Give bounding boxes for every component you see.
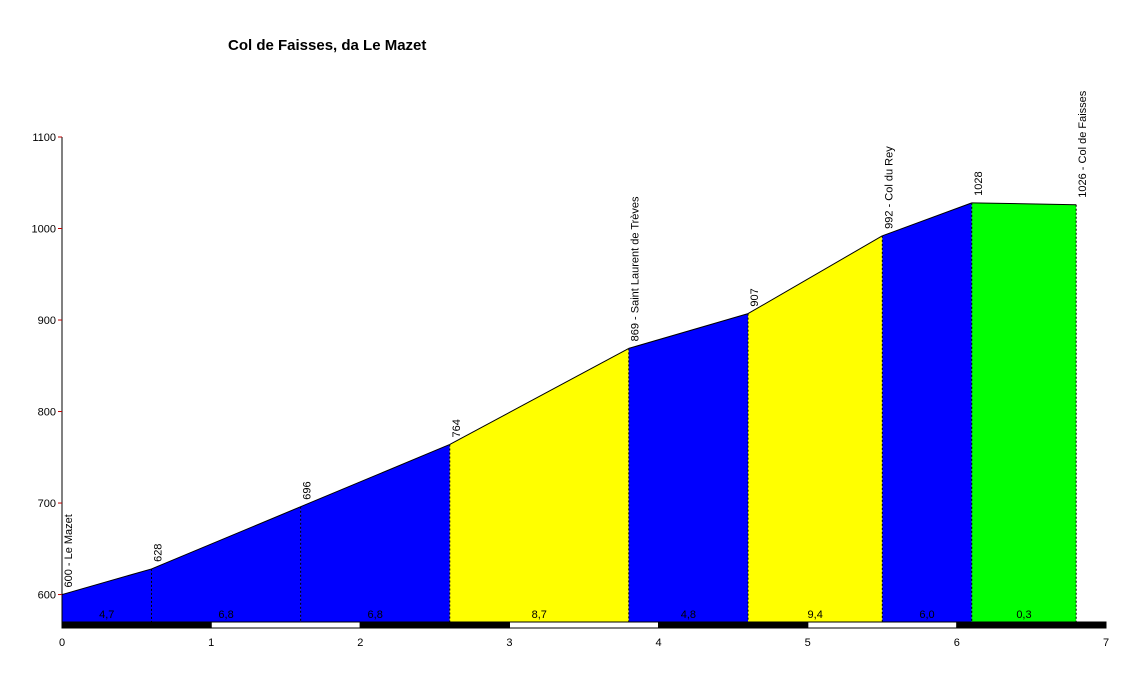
y-tick-label: 800: [38, 407, 56, 419]
gradient-label: 6,8: [218, 609, 233, 621]
km-bar: [61, 621, 212, 629]
km-bar: [658, 621, 809, 629]
y-tick-label: 600: [38, 590, 56, 602]
km-bar: [956, 621, 1107, 629]
point-label: 764: [451, 419, 463, 437]
x-tick-label: 2: [357, 637, 363, 649]
chart-title: Col de Faisses, da Le Mazet: [228, 37, 426, 54]
profile-edge: [971, 202, 1077, 206]
profile-segment: [62, 568, 152, 622]
point-label: 696: [302, 481, 314, 499]
point-label: 1028: [973, 171, 985, 195]
gradient-label: 4,7: [99, 609, 114, 621]
y-tick-label: 1100: [32, 132, 56, 144]
profile-edge: [628, 313, 749, 349]
profile-segment: [748, 235, 883, 622]
x-tick-label: 3: [506, 637, 512, 649]
profile-segment: [628, 313, 749, 622]
gradient-label: 0,3: [1016, 609, 1031, 621]
point-label: 600 - Le Mazet: [63, 514, 75, 587]
x-tick-label: 6: [954, 637, 960, 649]
gradient-label: 4,8: [681, 609, 696, 621]
gradient-label: 8,7: [532, 609, 547, 621]
profile-segment: [449, 348, 629, 622]
y-tick-label: 700: [38, 498, 56, 510]
gradient-label: 9,4: [808, 609, 823, 621]
profile-edge: [449, 347, 629, 445]
profile-edge: [151, 506, 301, 570]
profile-edge: [747, 235, 883, 315]
km-bar: [359, 621, 510, 629]
y-tick-label: 1000: [32, 224, 56, 236]
x-tick-label: 5: [805, 637, 811, 649]
x-tick-label: 7: [1103, 637, 1109, 649]
km-bar: [508, 621, 660, 629]
profile-segment: [151, 506, 301, 622]
y-tick-label: 900: [38, 315, 56, 327]
x-tick-label: 1: [208, 637, 214, 649]
gradient-label: 6,0: [919, 609, 934, 621]
km-bar: [807, 621, 958, 629]
profile-segment: [300, 444, 450, 622]
profile-edge: [61, 568, 152, 596]
point-label: 992 - Col du Rey: [883, 146, 895, 229]
profile-edge: [300, 444, 450, 508]
profile-segment: [971, 202, 1077, 623]
point-label: 869 - Saint Laurent de Trèves: [630, 196, 642, 341]
profile-edge: [882, 202, 972, 237]
point-label: 1026 - Col de Faisses: [1077, 90, 1089, 197]
x-tick-label: 0: [59, 637, 65, 649]
profile-segment: [882, 202, 972, 623]
point-label: 907: [749, 288, 761, 306]
km-bar: [210, 621, 361, 629]
gradient-label: 6,8: [368, 609, 383, 621]
point-label: 628: [152, 544, 164, 562]
x-tick-label: 4: [656, 637, 662, 649]
